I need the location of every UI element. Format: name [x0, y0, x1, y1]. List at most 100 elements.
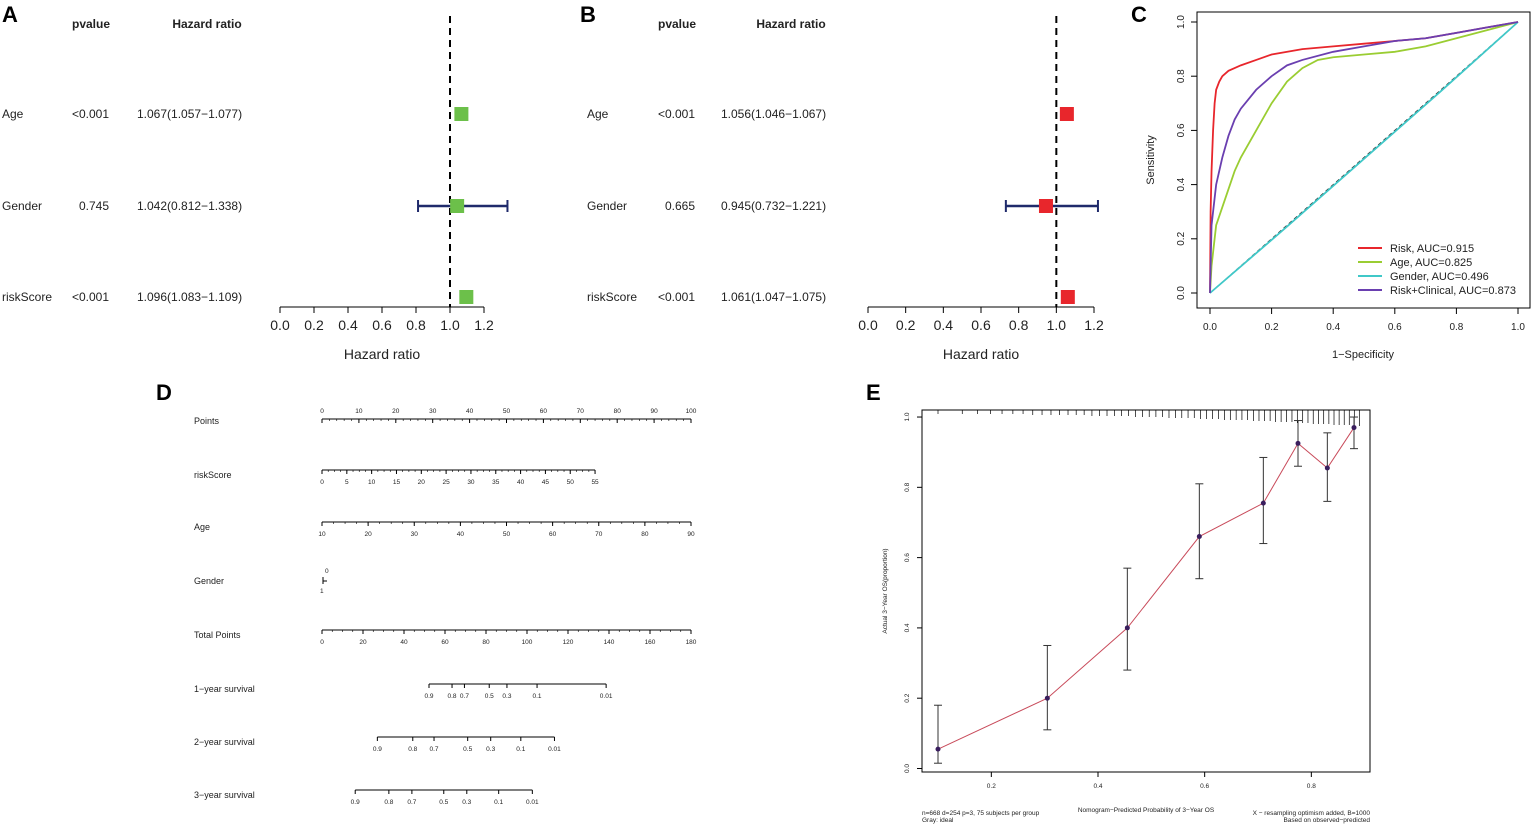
header-hazard-ratio: Hazard ratio: [172, 17, 241, 31]
nomogram-tick-label: 0.3: [502, 693, 511, 700]
nomogram-tick-label: 50: [503, 408, 511, 415]
nomogram-tick-label: 70: [577, 408, 585, 415]
header-pvalue: pvalue: [658, 17, 696, 31]
nomogram-tick-label: 55: [591, 479, 599, 486]
hr-point: [1060, 290, 1075, 304]
y-tick-label: 0.0: [1176, 286, 1187, 300]
y-tick-label: 0.6: [904, 553, 911, 562]
row-label: Gender: [2, 199, 42, 213]
calibration-point: [1324, 465, 1330, 471]
legend-entry: Age, AUC=0.825: [1390, 257, 1472, 269]
nomogram-tick-label: 0: [320, 408, 324, 415]
roc-plot-c: 0.0 0.2 0.4 0.6 0.8 1.0 0.0 0.2 0.4 0.6 0.8 1.0 1−Sp…: [1145, 11, 1531, 361]
nomogram-tick-label: 90: [650, 408, 658, 415]
row-pvalue: <0.001: [658, 290, 695, 304]
row-label: Age: [2, 107, 24, 121]
row-hr-text: 1.067(1.057−1.077): [137, 107, 242, 121]
nomogram-tick-label: 40: [457, 531, 465, 538]
nomogram-tick-label: 60: [549, 531, 557, 538]
hr-point: [450, 199, 465, 213]
x-axis-title: Nomogram−Predicted Probability of 3−Year…: [1078, 807, 1215, 814]
x-tick-label: 0.4: [1326, 322, 1340, 333]
x-tick-label: 0.8: [1449, 322, 1463, 333]
nomogram-tick-label: 0.01: [548, 746, 561, 753]
x-tick-label: 0.2: [896, 317, 916, 333]
footnote-left-1: n=668 d=254 p=3, 75 subjects per group: [922, 810, 1040, 817]
nomogram-row-label: Gender: [194, 576, 224, 586]
calibration-point: [935, 746, 941, 752]
nomogram-tick-label: 20: [359, 639, 367, 646]
x-tick-label: 0.8: [406, 317, 426, 333]
nomogram-tick-label: 40: [517, 479, 525, 486]
nomogram-row-label: Total Points: [194, 630, 241, 640]
y-tick-label: 1.0: [1176, 15, 1187, 29]
roc-curve: [1209, 21, 1519, 294]
nomogram-tick-label: 20: [365, 531, 373, 538]
row-label: Age: [587, 107, 609, 121]
calibration-point: [1351, 425, 1357, 431]
nomogram-tick-label: 30: [429, 408, 437, 415]
x-axis-title: Hazard ratio: [344, 346, 420, 362]
calibration-point: [1196, 534, 1202, 540]
plot-frame: [1196, 11, 1531, 309]
nomogram-tick-label: 0.8: [408, 746, 417, 753]
nomogram-tick-label: 0.8: [448, 693, 457, 700]
nomogram-tick-label: 100: [686, 408, 697, 415]
y-tick-label: 0.4: [904, 623, 911, 632]
nomogram-tick-label: 0.1: [533, 693, 542, 700]
row-label: Gender: [587, 199, 627, 213]
y-tick-label: 0.2: [1176, 231, 1187, 245]
nomogram-tick-label: 160: [645, 639, 656, 646]
nomogram-tick-label: 0.9: [351, 799, 360, 806]
hr-point: [1059, 107, 1074, 121]
calibration-line: [937, 427, 1355, 750]
x-tick-label: 0.8: [1009, 317, 1029, 333]
panel-label-c: C: [1131, 2, 1147, 27]
nomogram-row-label: 1−year survival: [194, 684, 255, 694]
y-axis-title: Actual 3−Year OS(proportion): [882, 548, 889, 633]
footnote-right-1: X − resampling optimism added, B=1000: [1253, 810, 1371, 817]
header-pvalue: pvalue: [72, 17, 110, 31]
x-tick-label: 0.2: [1265, 322, 1279, 333]
x-tick-label: 0.6: [971, 317, 991, 333]
nomogram-tick-label: 10: [355, 408, 363, 415]
calibration-point: [1295, 440, 1301, 446]
nomogram-tick-label: 0.3: [486, 746, 495, 753]
nomogram-tick-label: 35: [492, 479, 500, 486]
nomogram-tick-label: 60: [441, 639, 449, 646]
y-tick-label: 0.8: [1176, 69, 1187, 83]
nomogram-tick-label: 0.7: [430, 746, 439, 753]
nomogram-tick-label: 5: [345, 479, 349, 486]
nomogram-tick-label: 30: [411, 531, 419, 538]
row-hr-text: 1.096(1.083−1.109): [137, 290, 242, 304]
x-tick-label: 1.0: [1511, 322, 1525, 333]
nomogram-tick-label: 0.01: [600, 693, 613, 700]
x-tick-label: 0.8: [1307, 783, 1316, 790]
y-tick-label: 0.0: [904, 764, 911, 773]
hr-point: [454, 107, 469, 121]
forest-plot-a: pvalue Hazard ratio Age <0.001 1.067(1.057−1…: [2, 16, 509, 362]
legend-entry: Risk, AUC=0.915: [1390, 243, 1474, 255]
nomogram-tick-label: 0.7: [407, 799, 416, 806]
y-tick-label: 0.6: [1176, 123, 1187, 137]
row-hr-text: 0.945(0.732−1.221): [721, 199, 826, 213]
row-label: riskScore: [587, 290, 637, 304]
nomogram-tick-label: 0.9: [373, 746, 382, 753]
header-hazard-ratio: Hazard ratio: [756, 17, 825, 31]
footnote-left-2: Gray: ideal: [922, 817, 954, 824]
nomogram-tick-label: 80: [641, 531, 649, 538]
roc-curve: [1209, 21, 1519, 294]
row-label: riskScore: [2, 290, 52, 304]
nomogram-tick-label: 40: [400, 639, 408, 646]
nomogram-tick-label: 15: [393, 479, 401, 486]
x-tick-label: 0.6: [1388, 322, 1402, 333]
nomogram-tick-label: 0.1: [494, 799, 503, 806]
nomogram-row-label: 2−year survival: [194, 737, 255, 747]
nomogram-tick-label: 40: [466, 408, 474, 415]
panel-label-b: B: [580, 2, 596, 27]
nomogram-tick-label: 25: [443, 479, 451, 486]
x-tick-label: 0.0: [270, 317, 290, 333]
nomogram-tick-label: 0.7: [460, 693, 469, 700]
panel-label-a: A: [2, 2, 18, 27]
